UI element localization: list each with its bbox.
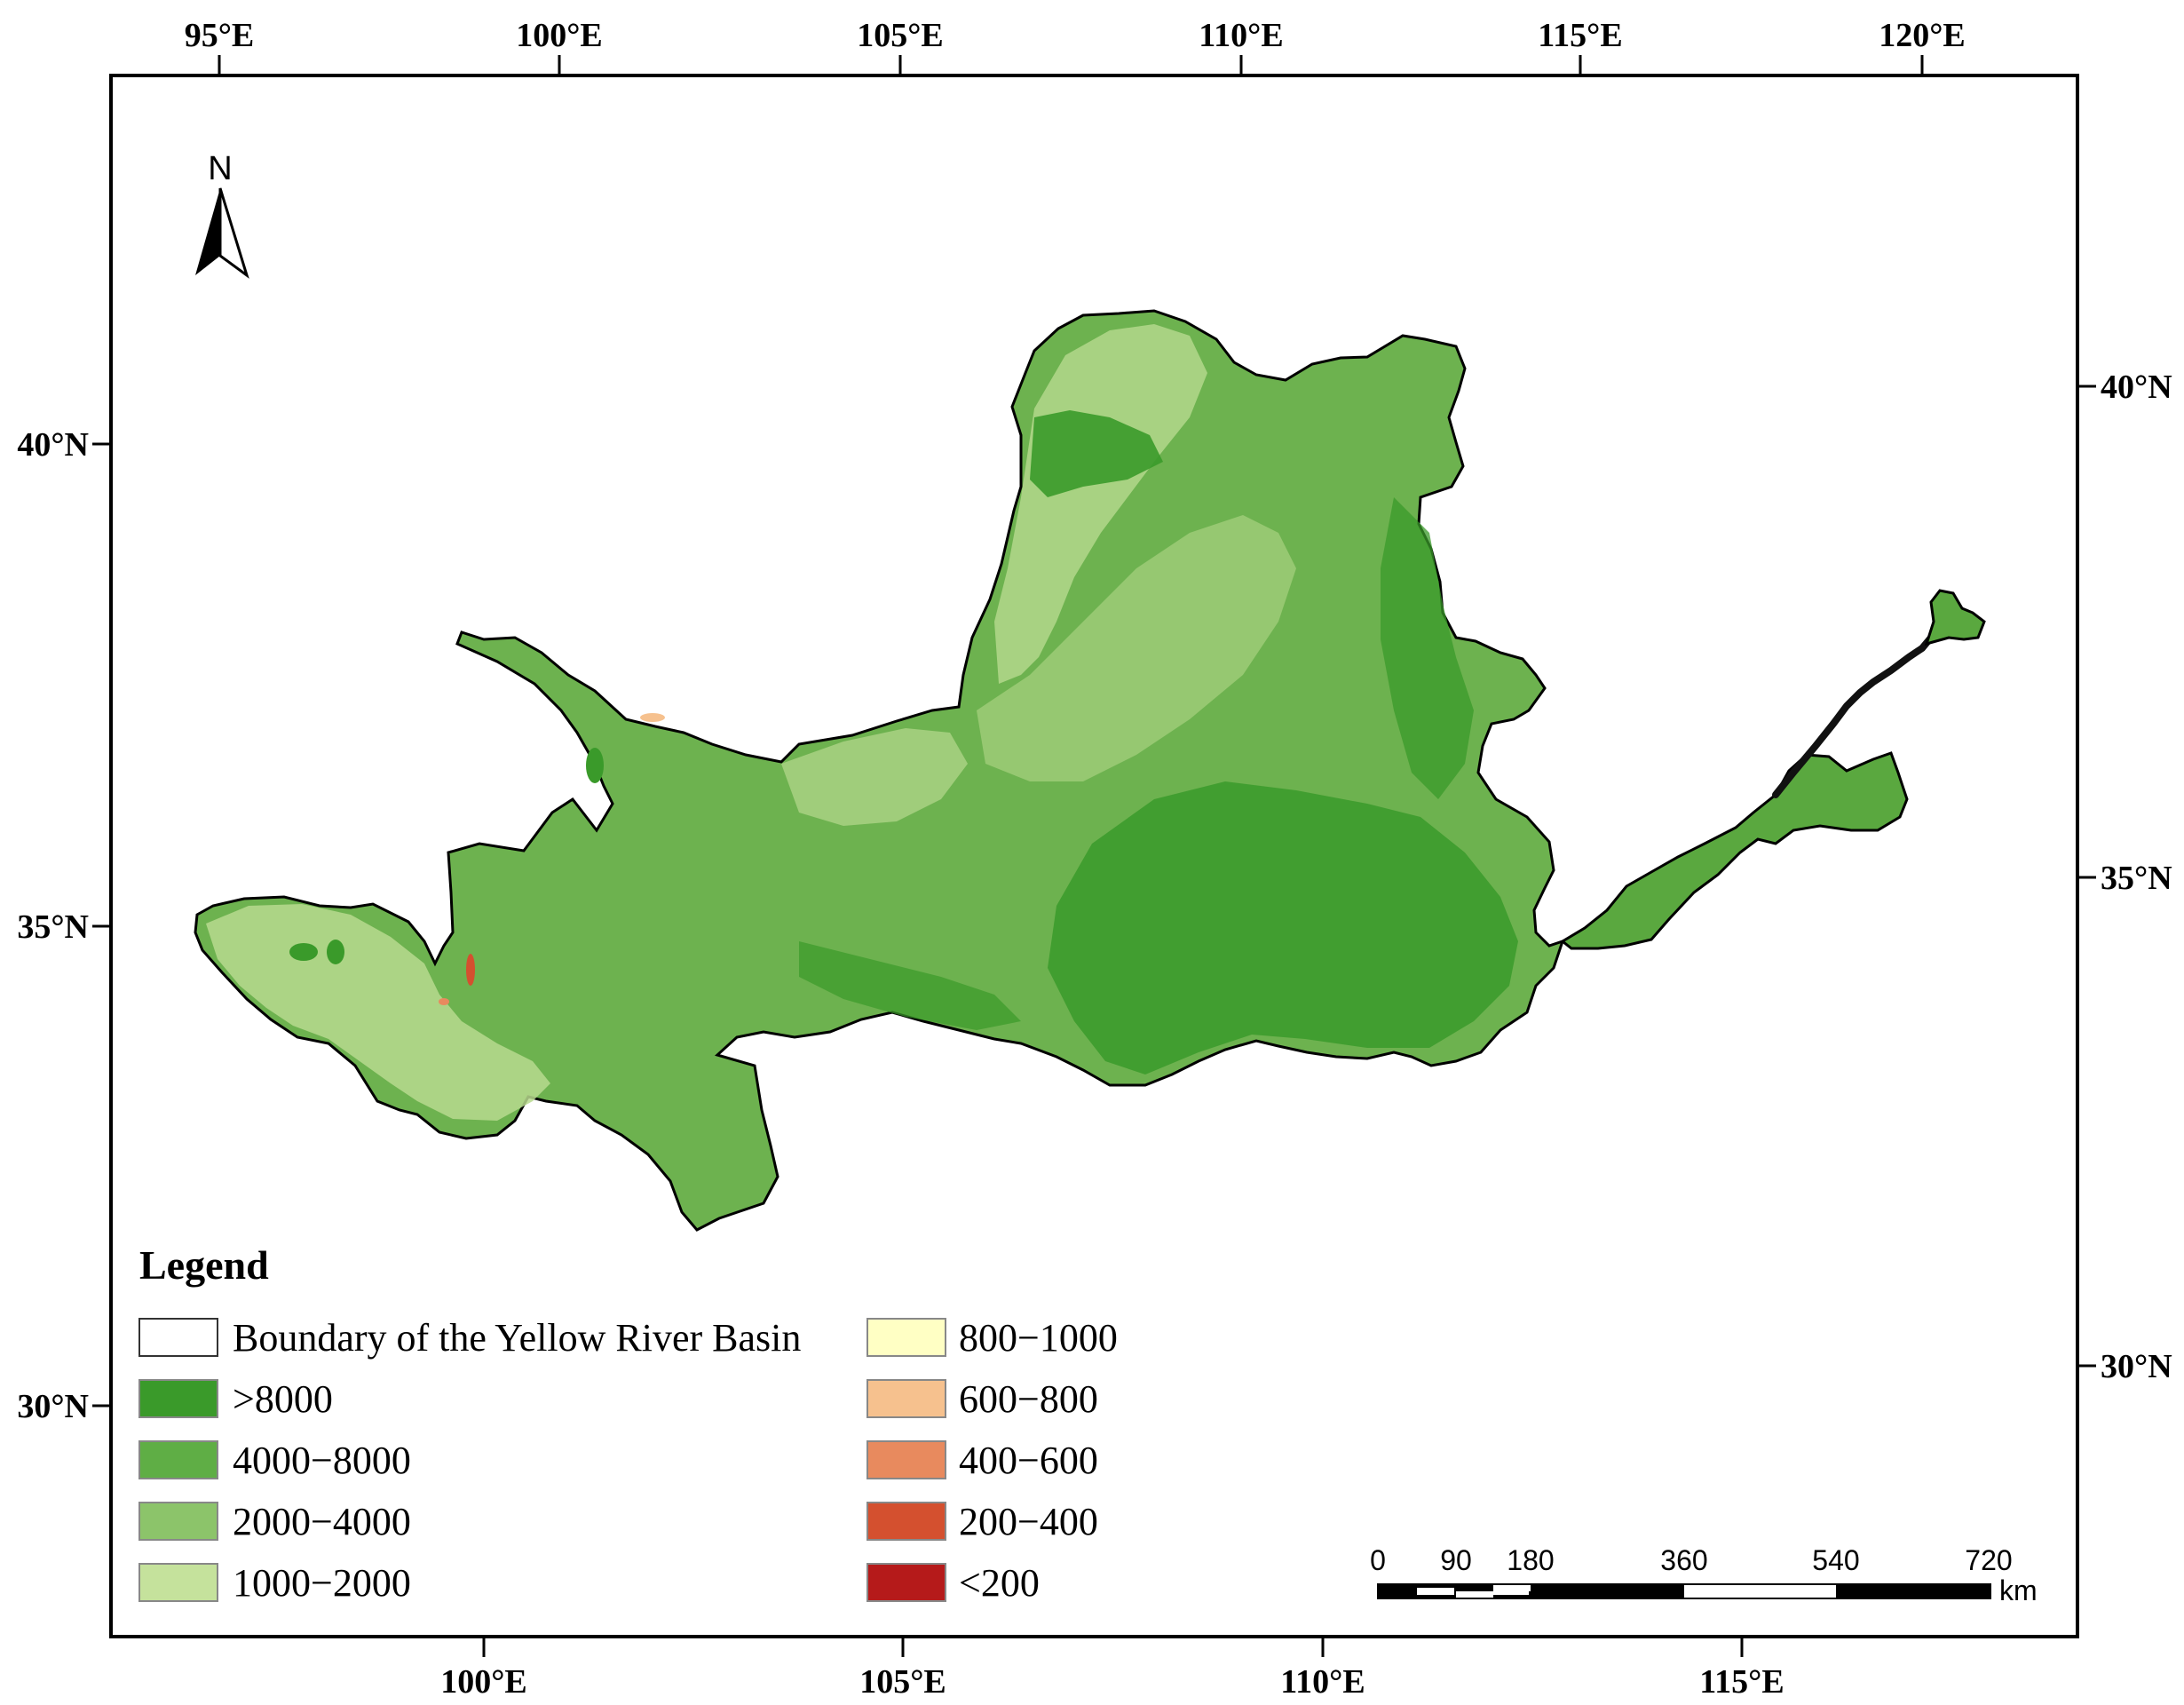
scale-unit: km xyxy=(1999,1574,2038,1606)
bottom-longitude-axis: 100°E 105°E 110°E 115°E xyxy=(440,1637,1784,1701)
legend-title: Legend xyxy=(139,1242,269,1288)
legend-swatch xyxy=(138,1563,218,1602)
legend-swatch xyxy=(866,1440,946,1479)
top-lon-label: 120°E xyxy=(1879,17,1966,54)
legend-label: Boundary of the Yellow River Basin xyxy=(233,1316,801,1360)
legend-swatch xyxy=(866,1502,946,1541)
top-lon-label: 115°E xyxy=(1538,17,1622,54)
legend: Legend Boundary of the Yellow River Basi… xyxy=(138,1242,1118,1605)
top-lon-label: 95°E xyxy=(185,17,255,54)
scale-bar: 0 90 180 360 540 720 km xyxy=(1370,1544,2038,1606)
top-lon-label: 110°E xyxy=(1199,17,1283,54)
legend-label: 200−400 xyxy=(959,1500,1098,1543)
sparse-area-source-region xyxy=(206,904,550,1121)
bottom-lon-label: 105°E xyxy=(859,1663,946,1701)
basin-lower-reach xyxy=(1560,751,1909,950)
legend-label: 400−600 xyxy=(959,1439,1098,1482)
left-latitude-axis: 40°N 35°N 30°N xyxy=(17,426,111,1425)
legend-swatch-boundary xyxy=(138,1318,218,1357)
low-value-patches xyxy=(289,713,665,1005)
sparse-area-ordos xyxy=(994,324,1207,684)
scale-label: 0 xyxy=(1370,1544,1386,1576)
basin-estuary xyxy=(1924,589,1986,646)
sparse-area-loess xyxy=(977,515,1296,781)
yellow-river-basin xyxy=(194,309,1986,1232)
left-lat-label: 30°N xyxy=(17,1388,89,1425)
legend-swatch xyxy=(138,1502,218,1541)
scale-label: 180 xyxy=(1507,1544,1554,1576)
left-lat-label: 35°N xyxy=(17,908,89,946)
legend-swatch xyxy=(138,1379,218,1418)
top-lon-label: 100°E xyxy=(516,17,603,54)
legend-swatch xyxy=(138,1440,218,1479)
right-lat-label: 35°N xyxy=(2101,860,2172,897)
legend-swatch xyxy=(866,1563,946,1602)
legend-label: <200 xyxy=(959,1561,1040,1605)
right-latitude-axis: 40°N 35°N 30°N xyxy=(2077,369,2172,1385)
legend-label: 1000−2000 xyxy=(233,1561,411,1605)
north-arrow: N xyxy=(195,150,249,279)
scale-label: 720 xyxy=(1965,1544,2012,1576)
dense-area-east-ridge xyxy=(1381,497,1474,799)
top-lon-label: 105°E xyxy=(857,17,944,54)
river-channel xyxy=(1772,634,1935,798)
bottom-lon-label: 100°E xyxy=(440,1663,527,1701)
dense-area-southeast xyxy=(1048,781,1518,1075)
scale-label: 540 xyxy=(1812,1544,1859,1576)
scale-label: 360 xyxy=(1660,1544,1707,1576)
legend-label: 2000−4000 xyxy=(233,1500,411,1543)
scale-label: 90 xyxy=(1440,1544,1472,1576)
legend-swatch xyxy=(866,1379,946,1418)
dense-area-qilian xyxy=(799,941,1021,1030)
legend-label: 800−1000 xyxy=(959,1316,1118,1360)
bottom-lon-label: 110°E xyxy=(1280,1663,1365,1701)
legend-label: >8000 xyxy=(233,1377,333,1421)
right-lat-label: 30°N xyxy=(2101,1348,2172,1385)
legend-swatch xyxy=(866,1318,946,1357)
dense-area-hetao xyxy=(1030,410,1163,497)
sparse-area-west xyxy=(781,728,968,826)
bottom-lon-label: 115°E xyxy=(1699,1663,1784,1701)
north-arrow-label: N xyxy=(208,150,232,187)
right-lat-label: 40°N xyxy=(2101,369,2172,406)
top-longitude-axis: 95°E 100°E 105°E 110°E 115°E 120°E xyxy=(185,17,1966,75)
left-lat-label: 40°N xyxy=(17,426,89,464)
legend-label: 600−800 xyxy=(959,1377,1098,1421)
legend-label: 4000−8000 xyxy=(233,1439,411,1482)
